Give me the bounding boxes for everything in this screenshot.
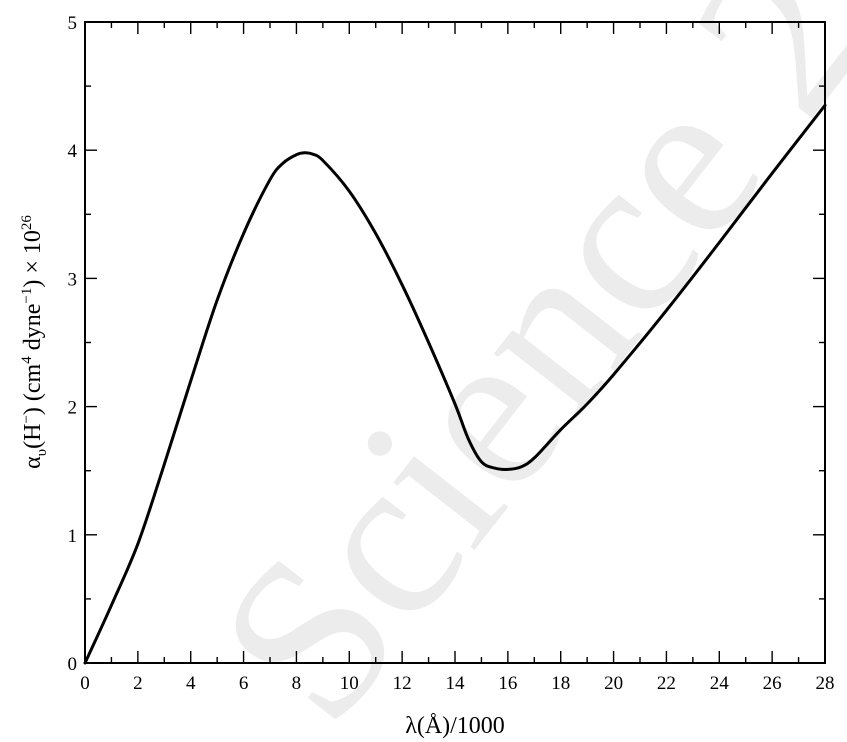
y-label-dyne: dyne [20, 304, 46, 357]
x-tick-label: 6 [239, 673, 249, 694]
x-tick-label: 20 [604, 673, 623, 694]
y-tick-label: 2 [68, 398, 78, 419]
x-tick-label: 10 [340, 673, 359, 694]
y-label-minus: − [19, 415, 35, 423]
y-tick-label: 0 [68, 654, 78, 675]
x-tick-label: 18 [551, 673, 570, 694]
y-label-sup26: 26 [19, 215, 35, 231]
x-tick-label: 8 [292, 673, 302, 694]
watermark: Science 2026 [168, 0, 847, 742]
y-label-sup4: 4 [19, 356, 35, 364]
y-label-units-pre: ) (cm [20, 363, 46, 415]
y-axis-title: αυ(H−) (cm4 dyne−1) × 1026 [19, 215, 50, 469]
x-axis-title: λ(Å)/1000 [405, 713, 505, 739]
x-tick-label: 12 [393, 673, 412, 694]
series-layer [83, 103, 827, 665]
axis-ticks [84, 21, 826, 664]
x-tick-label: 0 [80, 673, 90, 694]
y-label-nu: υ [34, 449, 50, 456]
y-label-sup-minus1: −1 [19, 288, 35, 304]
x-tick-label: 14 [446, 673, 466, 694]
x-tick-label: 24 [710, 673, 730, 694]
watermark-text: Science 2026 [168, 0, 847, 742]
x-tick-label: 4 [186, 673, 196, 694]
x-tick-label: 22 [657, 673, 676, 694]
y-label-times10: ) × 10 [20, 230, 46, 288]
x-tick-labels: 0 2 4 6 8 10 12 14 16 18 20 22 24 26 28 [80, 673, 834, 694]
y-tick-label: 1 [68, 526, 78, 547]
y-tick-label: 3 [68, 269, 78, 290]
series-line [83, 103, 827, 665]
y-tick-labels: 0 1 2 3 4 5 [68, 13, 78, 675]
x-tick-label: 28 [816, 673, 835, 694]
y-tick-label: 4 [68, 141, 78, 162]
y-label-alpha: α [20, 456, 46, 469]
x-tick-label: 2 [133, 673, 143, 694]
y-tick-label: 5 [68, 13, 78, 34]
x-tick-label: 26 [763, 673, 782, 694]
y-label-mid: (H [20, 424, 46, 449]
x-tick-label: 16 [498, 673, 517, 694]
